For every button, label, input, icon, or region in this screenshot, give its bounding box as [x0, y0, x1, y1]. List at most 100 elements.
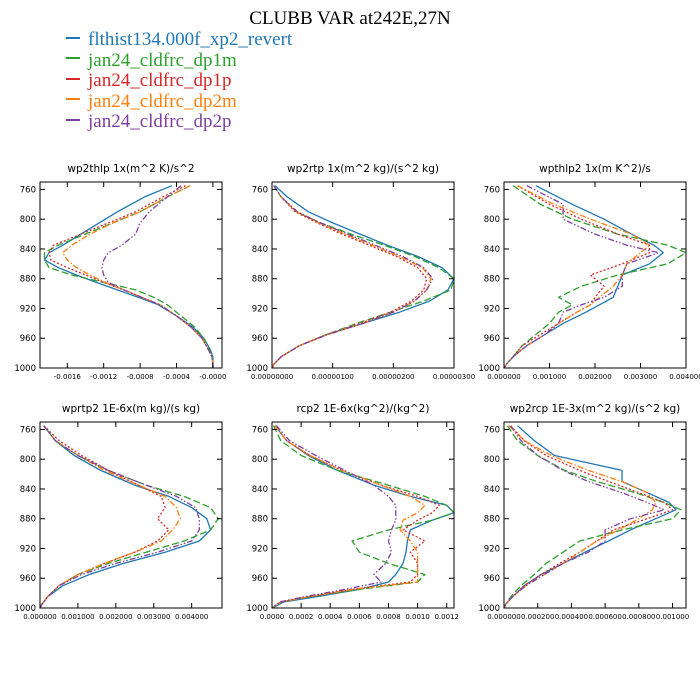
x-tick-label: 0.000000 [23, 613, 56, 621]
series-line-5 [271, 425, 397, 609]
figure-title: CLUBB VAR at242E,27N [249, 8, 451, 29]
x-tick-label: -0.0008 [127, 373, 154, 381]
x-tick-label: 0.0012 [434, 613, 459, 621]
series-line-5 [39, 425, 200, 609]
series-line-1 [43, 185, 214, 368]
y-tick-label: 840 [484, 485, 500, 495]
series-line-4 [271, 425, 426, 609]
legend-item-4: jan24_cldfrc_dp2m [66, 90, 292, 113]
x-tick-label: -0.0012 [90, 373, 117, 381]
series-line-2 [43, 185, 214, 368]
series-line-3 [503, 425, 674, 609]
y-tick-label: 760 [484, 185, 500, 195]
y-tick-label: 800 [484, 215, 500, 225]
y-tick-label: 920 [484, 304, 500, 314]
plot-frame [271, 181, 455, 369]
y-tick-label: 960 [484, 574, 500, 584]
x-tick-label: 0.00000100 [312, 373, 354, 381]
panel-title: wp2rtp 1x(m^2 kg)/(s^2 kg) [287, 163, 439, 175]
x-tick-label: 0.00000000 [251, 373, 293, 381]
series-line-3 [48, 185, 214, 368]
panel-1: wp2thlp 1x(m^2 K)/s^2 760 800 840 880 920 960 1… [14, 163, 226, 381]
x-tick-label: 0.001000 [656, 613, 689, 621]
series-line-3 [39, 425, 170, 609]
y-tick-label: 1000 [246, 604, 268, 614]
panel-5: rcp2 1E-6x(kg^2)/(kg^2) 760 800 840 880 920 96… [246, 403, 459, 621]
x-tick-label: 0.00000200 [372, 373, 414, 381]
x-tick-label: 0.002000 [578, 373, 611, 381]
y-tick-label: 1000 [246, 364, 268, 374]
series-line-4 [271, 185, 432, 369]
panel-title: wp2rcp 1E-3x(m^2 kg)/(s^2 kg) [510, 403, 681, 415]
series-line-1 [503, 425, 677, 609]
y-tick-label: 760 [484, 425, 500, 435]
y-tick-label: 760 [252, 185, 268, 195]
series-line-1 [39, 425, 212, 609]
plot-frame [39, 421, 223, 609]
legend: flthist134.000f_xp2_revert jan24_cldfrc_… [66, 29, 292, 133]
y-tick-label: 840 [484, 245, 500, 255]
x-tick-label: -0.0016 [54, 373, 82, 381]
y-tick-label: 960 [252, 574, 268, 584]
y-tick-label: 1000 [14, 604, 36, 614]
legend-item-2: jan24_cldfrc_dp1m [66, 50, 292, 72]
legend-swatch-1 [66, 36, 80, 39]
y-tick-label: 920 [252, 544, 268, 554]
panel-3: wpthlp2 1x(m K^2)/s 760 800 840 880 920 960 100… [478, 163, 700, 381]
y-tick-label: 960 [252, 334, 268, 344]
plot-frame [503, 421, 687, 609]
x-tick-label: 0.003000 [624, 373, 657, 381]
y-tick-label: 920 [252, 304, 268, 314]
y-tick-label: 800 [20, 455, 36, 465]
y-tick-label: 800 [252, 455, 268, 465]
y-tick-label: 840 [252, 485, 268, 495]
panel-title: wpthlp2 1x(m K^2)/s [539, 163, 651, 175]
legend-swatch-4 [66, 98, 80, 101]
y-tick-label: 880 [20, 275, 36, 285]
y-tick-label: 760 [252, 425, 268, 435]
y-tick-label: 920 [484, 544, 500, 554]
series-line-4 [39, 425, 181, 609]
series-line-5 [271, 185, 434, 369]
y-tick-label: 960 [20, 334, 36, 344]
legend-swatch-5 [66, 118, 80, 121]
series-line-3 [503, 185, 651, 369]
y-tick-label: 1000 [478, 604, 500, 614]
plot-frame [39, 181, 223, 369]
legend-swatch-3 [66, 77, 80, 80]
legend-item-1: flthist134.000f_xp2_revert [66, 29, 292, 51]
x-tick-label: 0.000200 [521, 613, 554, 621]
x-tick-label: 0.0004 [318, 613, 343, 621]
x-tick-label: 0.000000 [487, 373, 520, 381]
x-tick-label: 0.000600 [588, 613, 621, 621]
legend-item-5: jan24_cldfrc_dp2p [66, 111, 292, 133]
y-tick-label: 920 [20, 304, 36, 314]
x-tick-label: -0.0004 [163, 373, 191, 381]
y-tick-label: 1000 [14, 364, 36, 374]
y-tick-label: 960 [484, 334, 500, 344]
x-tick-label: 0.0008 [376, 613, 401, 621]
x-tick-label: 0.001000 [533, 373, 566, 381]
legend-item-3: jan24_cldfrc_dp1p [66, 70, 292, 92]
x-tick-label: 0.000800 [622, 613, 655, 621]
series-line-3 [271, 185, 428, 369]
y-tick-label: 880 [252, 275, 268, 285]
x-tick-label: 0.001000 [61, 613, 94, 621]
x-tick-label: 0.003000 [137, 613, 170, 621]
x-tick-label: -0.0000 [199, 373, 226, 381]
panel-title: rcp2 1E-6x(kg^2)/(kg^2) [297, 403, 430, 415]
x-tick-label: 0.000400 [555, 613, 588, 621]
y-tick-label: 840 [20, 245, 36, 255]
legend-label-4: jan24_cldfrc_dp2m [88, 90, 237, 112]
x-tick-label: 0.004000 [175, 613, 208, 621]
panel-title: wprtp2 1E-6x(m kg)/(s kg) [62, 403, 200, 415]
y-tick-label: 800 [484, 455, 500, 465]
y-tick-label: 760 [20, 185, 36, 195]
x-tick-label: 0.0006 [347, 613, 372, 621]
series-line-2 [271, 425, 455, 609]
y-tick-label: 840 [252, 245, 268, 255]
series-line-1 [271, 425, 455, 609]
x-tick-label: 0.004000 [669, 373, 700, 381]
x-tick-label: 0.0000 [260, 613, 285, 621]
